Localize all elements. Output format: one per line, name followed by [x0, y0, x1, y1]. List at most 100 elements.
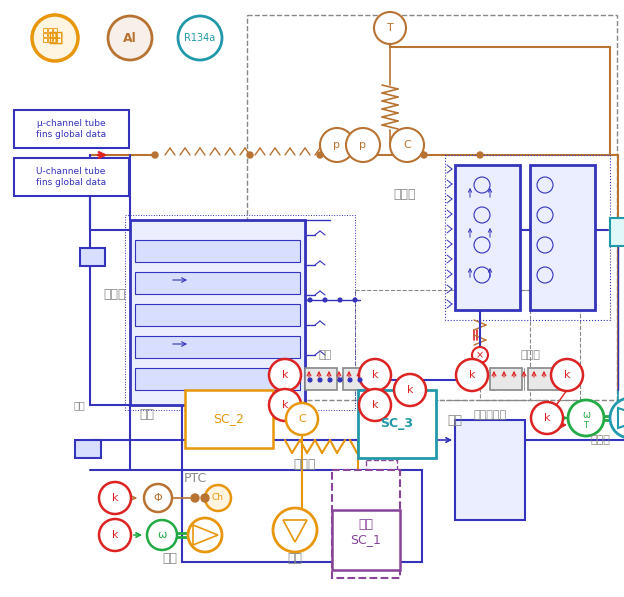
- Text: k: k: [112, 530, 119, 540]
- Circle shape: [144, 484, 172, 512]
- Circle shape: [531, 402, 563, 434]
- Bar: [480, 290, 580, 400]
- Circle shape: [269, 359, 301, 391]
- Text: k: k: [282, 400, 288, 410]
- Circle shape: [390, 128, 424, 162]
- Circle shape: [338, 378, 342, 382]
- Text: T: T: [387, 23, 393, 33]
- Circle shape: [273, 508, 317, 552]
- Circle shape: [205, 485, 231, 511]
- Circle shape: [191, 494, 199, 502]
- Text: SC_2: SC_2: [213, 413, 245, 426]
- Circle shape: [421, 152, 427, 158]
- Circle shape: [328, 378, 332, 382]
- Bar: [343, 368, 375, 390]
- Circle shape: [537, 267, 553, 283]
- Bar: [445, 155, 610, 320]
- Circle shape: [269, 389, 301, 421]
- Text: C: C: [403, 140, 411, 150]
- Polygon shape: [618, 408, 624, 428]
- Bar: [332, 470, 400, 578]
- Bar: [135, 240, 300, 262]
- Bar: [53, 33, 57, 37]
- Text: k: k: [544, 413, 550, 423]
- Text: T: T: [583, 420, 588, 429]
- Text: 风扇: 风扇: [73, 400, 85, 410]
- Bar: [53, 28, 57, 32]
- Circle shape: [353, 298, 357, 302]
- Circle shape: [147, 520, 177, 550]
- Circle shape: [456, 359, 488, 391]
- Bar: [135, 336, 300, 358]
- Text: 气液分离器: 气液分离器: [474, 410, 507, 420]
- Bar: [48, 28, 52, 32]
- Bar: [14, 110, 129, 148]
- Circle shape: [346, 128, 380, 162]
- Bar: [528, 368, 560, 390]
- Circle shape: [394, 374, 426, 406]
- Bar: [358, 390, 436, 458]
- Bar: [75, 440, 101, 458]
- Text: C: C: [298, 414, 306, 424]
- Text: Al: Al: [123, 32, 137, 45]
- Bar: [247, 15, 617, 400]
- Bar: [490, 368, 522, 390]
- Bar: [305, 368, 337, 390]
- Text: 风扇: 风扇: [140, 408, 155, 421]
- Bar: [182, 470, 422, 562]
- Circle shape: [308, 298, 312, 302]
- Text: 冷凝器: 冷凝器: [394, 189, 416, 202]
- Circle shape: [188, 518, 222, 552]
- Text: k: k: [372, 400, 378, 410]
- Circle shape: [317, 152, 323, 158]
- Bar: [332, 510, 400, 570]
- Text: 散热器: 散热器: [294, 458, 316, 472]
- Text: ω: ω: [582, 410, 590, 420]
- Text: 压缩机: 压缩机: [590, 435, 610, 445]
- Circle shape: [323, 298, 327, 302]
- Circle shape: [348, 378, 352, 382]
- Circle shape: [152, 152, 158, 158]
- Text: SC_3: SC_3: [381, 417, 414, 430]
- Text: k: k: [372, 370, 378, 380]
- Bar: [455, 420, 525, 520]
- Text: μ-channel tube
fins global data: μ-channel tube fins global data: [36, 119, 106, 139]
- Circle shape: [358, 378, 362, 382]
- Text: 电源: 电源: [359, 518, 374, 531]
- Circle shape: [474, 237, 490, 253]
- Bar: [80, 248, 105, 266]
- Text: Φ: Φ: [154, 493, 162, 503]
- Text: SC_1: SC_1: [351, 534, 381, 546]
- Circle shape: [99, 482, 131, 514]
- Text: p: p: [359, 140, 366, 150]
- Bar: [530, 165, 595, 310]
- Circle shape: [472, 347, 488, 363]
- Text: 电机: 电机: [447, 414, 462, 426]
- Bar: [455, 165, 520, 310]
- Bar: [48, 33, 52, 37]
- Text: 新风: 新风: [318, 350, 331, 360]
- Circle shape: [374, 12, 406, 44]
- Circle shape: [537, 207, 553, 223]
- Circle shape: [178, 16, 222, 60]
- Bar: [135, 368, 300, 390]
- Bar: [185, 390, 273, 448]
- Circle shape: [318, 378, 322, 382]
- Circle shape: [551, 359, 583, 391]
- Circle shape: [201, 494, 209, 502]
- Circle shape: [474, 177, 490, 193]
- Text: U-channel tube
fins global data: U-channel tube fins global data: [36, 167, 106, 187]
- Bar: [130, 220, 305, 405]
- Circle shape: [247, 152, 253, 158]
- Text: 蒸发器: 蒸发器: [104, 288, 126, 301]
- Circle shape: [477, 152, 483, 158]
- Circle shape: [474, 207, 490, 223]
- Polygon shape: [283, 520, 307, 542]
- Text: p: p: [333, 140, 341, 150]
- Text: ⊞: ⊞: [47, 29, 63, 48]
- Text: k: k: [282, 370, 288, 380]
- Text: 水泵: 水泵: [162, 552, 177, 565]
- Bar: [125, 215, 355, 410]
- Text: k: k: [563, 370, 570, 380]
- Circle shape: [108, 16, 152, 60]
